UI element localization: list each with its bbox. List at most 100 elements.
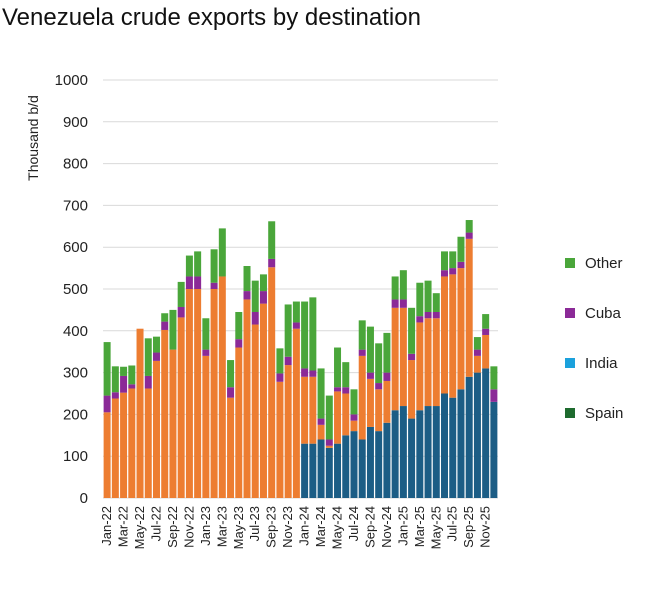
bar-china-Aug-24 <box>358 355 366 440</box>
bar-other-Jul-22 <box>152 336 160 353</box>
bar-cuba-Jan-22 <box>103 395 111 413</box>
bar-other-Jun-23 <box>243 266 251 292</box>
bar-cuba-Jul-25 <box>449 268 457 275</box>
bar-us-Apr-24 <box>325 447 333 498</box>
bar-cuba-Feb-22 <box>111 392 119 399</box>
bar-layer <box>103 220 498 498</box>
bar-china-Jul-23 <box>251 324 259 498</box>
bar-china-Aug-22 <box>161 329 169 498</box>
bar-cuba-Jul-22 <box>152 352 160 361</box>
bar-china-Mar-24 <box>317 424 325 440</box>
bar-other-Apr-23 <box>227 360 235 388</box>
bar-cuba-Sep-23 <box>268 258 276 268</box>
x-tick-label: Mar-23 <box>214 506 229 547</box>
bar-other-Apr-24 <box>325 395 333 440</box>
bar-us-Feb-24 <box>309 443 317 498</box>
bar-cuba-Dec-22 <box>194 276 202 289</box>
bar-other-Dec-22 <box>194 251 202 277</box>
bar-cuba-Sep-24 <box>366 372 374 379</box>
bar-other-Mar-24 <box>317 368 325 419</box>
bar-china-Jun-22 <box>144 388 152 498</box>
bar-cuba-May-24 <box>334 387 342 392</box>
bar-china-Jul-24 <box>350 420 358 432</box>
bar-other-Dec-25 <box>490 366 498 390</box>
bar-other-Jan-25 <box>399 270 407 300</box>
bar-other-Mar-25 <box>416 282 424 317</box>
bar-china-Sep-23 <box>268 267 276 498</box>
bar-china-Mar-23 <box>218 276 226 498</box>
bar-other-Mar-23 <box>218 228 226 277</box>
x-tick-label: Sep-25 <box>461 506 476 548</box>
bar-china-Sep-22 <box>169 349 177 498</box>
bar-china-Jan-22 <box>103 412 111 498</box>
bar-other-Apr-22 <box>128 365 136 385</box>
bar-other-Jan-22 <box>103 342 111 396</box>
bar-other-Oct-25 <box>473 337 481 350</box>
bar-cuba-Nov-23 <box>284 356 292 366</box>
bar-china-Apr-22 <box>128 388 136 498</box>
bar-us-Dec-25 <box>490 401 498 498</box>
bar-us-Mar-25 <box>416 410 424 498</box>
x-tick-label: Nov-22 <box>181 506 196 548</box>
bar-china-Apr-25 <box>424 318 432 407</box>
bar-china-Sep-24 <box>366 378 374 427</box>
bar-other-Mar-22 <box>120 366 128 376</box>
bar-other-Dec-23 <box>292 301 300 323</box>
x-tick-label: Nov-23 <box>280 506 295 548</box>
bar-us-Nov-24 <box>383 422 391 498</box>
x-tick-label: Nov-25 <box>478 506 493 548</box>
bar-china-Dec-22 <box>194 289 202 498</box>
bar-us-Dec-24 <box>391 410 399 498</box>
x-tick-label: Sep-23 <box>264 506 279 548</box>
x-tick-label: May-23 <box>231 506 246 549</box>
bar-china-May-22 <box>136 328 144 498</box>
x-tick-label: Mar-22 <box>116 506 131 547</box>
bar-us-Oct-25 <box>473 372 481 498</box>
bar-cuba-Aug-24 <box>358 349 366 356</box>
bar-other-Jan-23 <box>202 318 210 350</box>
bar-us-May-24 <box>334 443 342 498</box>
x-tick-label: Nov-24 <box>379 506 394 548</box>
bar-other-Apr-25 <box>424 280 432 312</box>
gridlines <box>103 79 498 499</box>
bar-cuba-May-25 <box>432 311 440 319</box>
bar-us-Jan-24 <box>301 443 309 498</box>
y-tick-label: 700 <box>63 197 88 214</box>
legend-label-india: India <box>585 355 618 372</box>
bar-china-Jun-24 <box>342 393 350 436</box>
bar-other-May-24 <box>334 347 342 388</box>
bar-cuba-Feb-25 <box>408 353 416 361</box>
bar-us-May-25 <box>432 406 440 498</box>
bar-other-Oct-24 <box>375 343 383 384</box>
bar-cuba-Nov-24 <box>383 372 391 381</box>
bar-other-Sep-22 <box>169 309 177 350</box>
bar-us-Jul-24 <box>350 431 358 498</box>
bar-cuba-Nov-25 <box>482 328 490 335</box>
bar-cuba-Dec-23 <box>292 322 300 329</box>
bar-cuba-Dec-25 <box>490 389 498 402</box>
bar-china-Sep-25 <box>465 238 473 377</box>
bar-china-Oct-22 <box>177 317 185 498</box>
x-tick-label: Jan-22 <box>99 506 114 546</box>
bar-us-Oct-24 <box>375 431 383 498</box>
bar-china-Nov-22 <box>185 289 193 498</box>
bar-us-Nov-25 <box>482 368 490 498</box>
bar-china-May-23 <box>235 347 243 498</box>
legend-label-other: Other <box>585 255 623 272</box>
bar-china-Mar-22 <box>120 392 128 498</box>
y-tick-label: 100 <box>63 448 88 465</box>
bar-other-Jan-24 <box>301 301 309 369</box>
bar-us-Aug-25 <box>457 389 465 498</box>
x-tick-label: Jul-25 <box>445 506 460 541</box>
x-tick-label: Jan-24 <box>297 506 312 546</box>
bar-china-Nov-24 <box>383 380 391 423</box>
bar-china-Oct-23 <box>276 381 284 498</box>
x-tick-label: Mar-25 <box>412 506 427 547</box>
bar-other-Jun-22 <box>144 338 152 376</box>
bar-us-Jan-25 <box>399 406 407 498</box>
bar-cuba-Mar-24 <box>317 418 325 425</box>
x-tick-label: Sep-24 <box>362 506 377 548</box>
bar-china-Apr-23 <box>227 397 235 498</box>
